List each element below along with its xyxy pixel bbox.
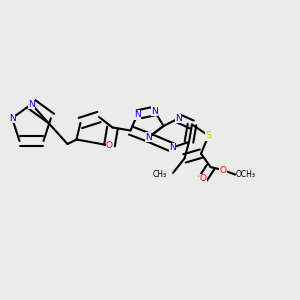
- Text: N: N: [145, 133, 152, 142]
- Text: N: N: [28, 100, 35, 109]
- Text: OCH₃: OCH₃: [235, 170, 255, 179]
- Text: CH₃: CH₃: [152, 170, 167, 179]
- Text: N: N: [9, 114, 16, 123]
- Text: O: O: [220, 166, 227, 175]
- Text: N: N: [175, 114, 182, 123]
- Text: O: O: [106, 141, 113, 150]
- Text: N: N: [134, 110, 141, 119]
- Text: O: O: [200, 174, 207, 183]
- Text: N: N: [151, 106, 158, 116]
- Text: S: S: [206, 131, 212, 140]
- Text: N: N: [169, 143, 176, 152]
